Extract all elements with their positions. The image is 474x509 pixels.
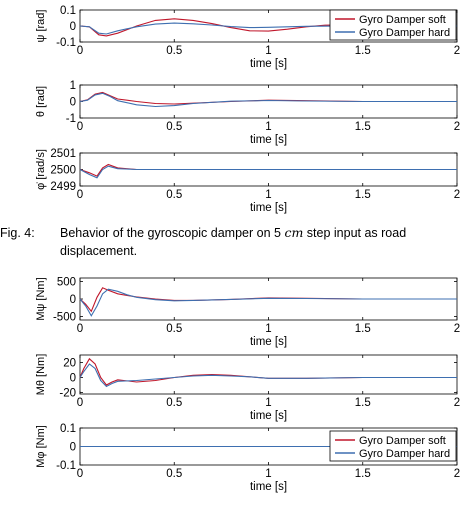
legend-box: [329, 430, 457, 462]
x-tick-label: 2: [454, 189, 460, 201]
y-tick-label: -500: [53, 312, 76, 324]
x-tick-label: 1.5: [355, 121, 371, 133]
x-tick-label: 0.5: [166, 397, 182, 409]
y-tick-label: 2499: [50, 181, 76, 193]
series-line-hard: [79, 288, 457, 317]
x-tick-label: 0: [77, 397, 83, 409]
series-line-hard: [79, 363, 457, 388]
y-tick-label: 0: [70, 442, 76, 454]
legend-label: Gyro Damper soft: [359, 435, 446, 447]
x-tick-label: 0.5: [166, 189, 182, 201]
series-line-hard: [79, 92, 457, 108]
y-axis-label: φ̇ [rad/s]: [35, 149, 47, 190]
y-tick-label: 2501: [50, 148, 76, 160]
y-axis-label: Mθ [Nm]: [35, 354, 47, 396]
legend-box: [329, 9, 457, 41]
caption-unit: cm: [284, 225, 304, 240]
caption-label: Fig. 4:: [0, 226, 35, 240]
x-tick-label: 1: [265, 189, 271, 201]
x-tick-label: 1: [265, 468, 271, 480]
y-tick-label: 0.1: [60, 423, 76, 435]
y-tick-label: 20: [63, 358, 76, 370]
x-axis-label: time [s]: [250, 481, 287, 493]
caption-text-after: step input as road displacement.: [60, 226, 407, 258]
x-tick-label: 1.5: [355, 45, 371, 57]
y-tick-label: 0.1: [60, 5, 76, 17]
y-tick-label: 0: [70, 294, 76, 306]
series-line-hard: [79, 165, 457, 179]
y-tick-label: 0: [70, 373, 76, 385]
x-tick-label: 1: [265, 323, 271, 335]
y-tick-label: 0: [70, 21, 76, 33]
x-axis-label: time [s]: [250, 58, 287, 70]
series-line-hard: [79, 22, 457, 35]
legend-label: Gyro Damper soft: [359, 14, 446, 26]
x-tick-label: 0.5: [166, 468, 182, 480]
x-tick-label: 1: [265, 121, 271, 133]
x-tick-label: 2: [454, 121, 460, 133]
x-tick-label: 2: [454, 468, 460, 480]
y-tick-label: -1: [66, 113, 76, 125]
caption-text-before: Behavior of the gyroscopic damper on: [60, 226, 275, 240]
x-tick-label: 1.5: [355, 397, 371, 409]
caption-text: Behavior of the gyroscopic damper on 5 c…: [60, 224, 470, 260]
x-tick-label: 0: [77, 189, 83, 201]
chart-3: 0 0.5 1 1.5 2 2501 2500 2499 time [s] φ̇ [rad/s]: [35, 148, 460, 214]
x-tick-label: 0: [77, 121, 83, 133]
x-tick-label: 0: [77, 468, 83, 480]
x-tick-label: 2: [454, 397, 460, 409]
x-tick-label: 0.5: [166, 45, 182, 57]
y-tick-label: 0: [70, 97, 76, 109]
y-tick-label: -20: [59, 388, 76, 400]
x-tick-label: 1: [265, 45, 271, 57]
x-tick-label: 0.5: [166, 121, 182, 133]
x-tick-label: 1: [265, 397, 271, 409]
x-axis-label: time [s]: [250, 134, 287, 146]
x-tick-label: 0.5: [166, 323, 182, 335]
x-axis-label: time [s]: [250, 336, 287, 348]
legend-label: Gyro Damper hard: [359, 448, 450, 460]
x-tick-label: 2: [454, 323, 460, 335]
y-tick-label: -0.1: [56, 37, 76, 49]
x-axis-label: time [s]: [250, 410, 287, 422]
x-tick-label: 2: [454, 45, 460, 57]
y-axis-label: θ [rad]: [35, 86, 47, 117]
series-line-soft: [79, 163, 457, 177]
series-line-soft: [79, 18, 458, 37]
x-tick-label: 0: [77, 45, 83, 57]
y-tick-label: -0.1: [56, 460, 76, 472]
x-tick-label: 0: [77, 323, 83, 335]
x-axis-label: time [s]: [250, 202, 287, 214]
plot-frame: [79, 354, 458, 395]
legend-label: Gyro Damper hard: [359, 27, 450, 39]
y-tick-label: 1: [70, 80, 76, 92]
x-tick-label: 1.5: [355, 189, 371, 201]
series-line-soft: [79, 91, 457, 105]
y-axis-label: Mφ [Nm]: [35, 425, 47, 468]
series-line-soft: [79, 357, 457, 386]
y-tick-label: 2500: [50, 165, 76, 177]
x-tick-label: 1.5: [355, 323, 371, 335]
y-axis-label: ψ [rad]: [35, 10, 47, 43]
y-axis-label: Mψ [Nm]: [35, 277, 47, 320]
y-tick-label: 500: [57, 277, 76, 289]
caption-value: 5: [274, 226, 281, 240]
x-tick-label: 1.5: [355, 468, 371, 480]
